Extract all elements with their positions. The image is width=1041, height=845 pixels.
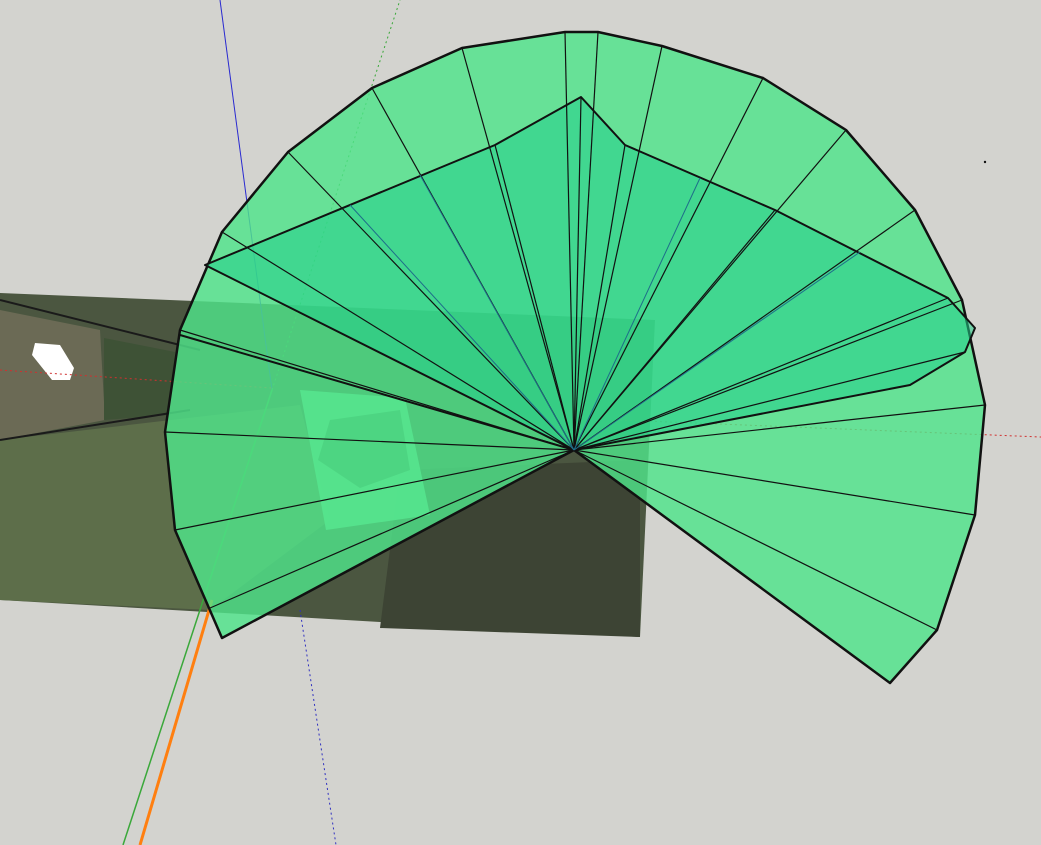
edge [573, 449, 976, 516]
dot [983, 160, 987, 164]
edge [573, 96, 582, 451]
edge [209, 449, 575, 609]
edge [174, 449, 575, 531]
edge [573, 404, 986, 451]
edge [461, 47, 575, 451]
edge [179, 329, 575, 451]
red-axis-dotted [0, 369, 273, 389]
photo-blob [32, 343, 74, 380]
orange-guide [138, 599, 214, 845]
edge [494, 144, 575, 451]
edge [573, 45, 663, 451]
photo-field [104, 338, 175, 420]
edge [349, 204, 575, 451]
inner-edges [349, 174, 861, 451]
edge [573, 297, 949, 451]
edge [573, 77, 764, 451]
edge [573, 251, 861, 451]
edge [0, 299, 201, 351]
radial-edges [164, 31, 986, 631]
edge [573, 177, 701, 451]
edge [573, 209, 916, 451]
edge [573, 351, 966, 451]
edge [573, 299, 963, 451]
edge [419, 174, 575, 451]
edge [221, 231, 575, 451]
edge [573, 144, 626, 451]
edge [164, 431, 575, 451]
edge [573, 209, 776, 451]
edge [564, 31, 575, 451]
edge [287, 151, 575, 451]
edge [573, 31, 599, 451]
edge [573, 449, 938, 631]
edge [0, 409, 191, 441]
